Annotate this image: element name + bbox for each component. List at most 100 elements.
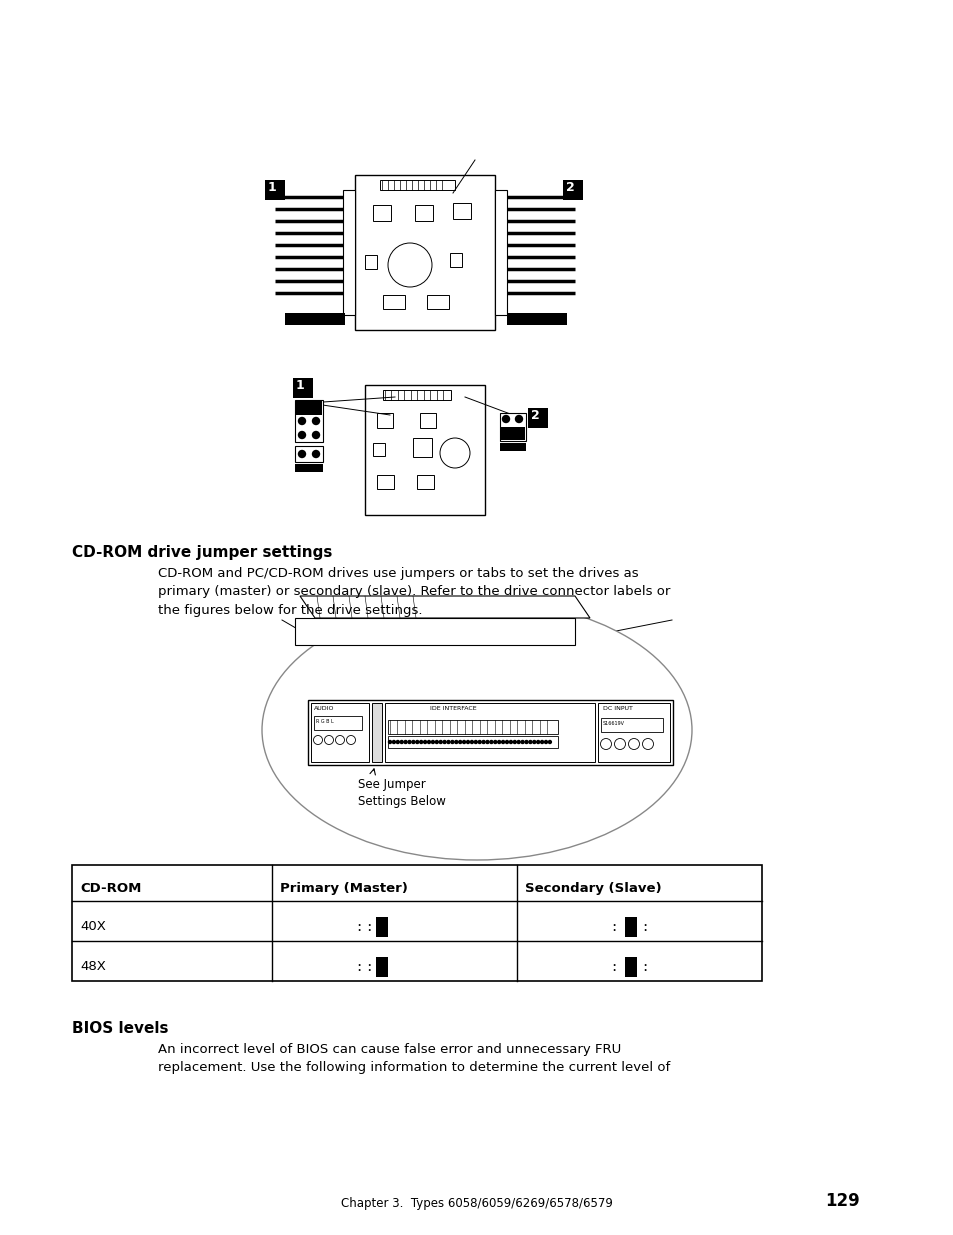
Bar [453, 203, 471, 219]
Bar [295, 401, 322, 415]
Bar [293, 378, 313, 398]
Circle shape [474, 741, 476, 743]
Circle shape [388, 243, 432, 287]
Bar [415, 205, 433, 221]
Bar [376, 918, 388, 937]
Circle shape [447, 741, 450, 743]
Circle shape [313, 404, 319, 410]
Circle shape [466, 741, 469, 743]
Circle shape [298, 451, 305, 457]
Circle shape [313, 431, 319, 438]
Circle shape [324, 736, 334, 745]
Bar [450, 253, 461, 267]
Bar [562, 180, 582, 200]
Bar [379, 180, 455, 190]
Bar [500, 427, 524, 440]
Text: S16619V: S16619V [602, 721, 624, 726]
Circle shape [392, 741, 395, 743]
Circle shape [298, 417, 305, 425]
Circle shape [490, 741, 493, 743]
Circle shape [335, 736, 344, 745]
Circle shape [513, 741, 516, 743]
Text: Secondary (Slave): Secondary (Slave) [524, 883, 661, 895]
Text: : :: : : [356, 960, 372, 974]
Bar [372, 703, 381, 762]
Text: CD-ROM: CD-ROM [80, 883, 141, 895]
Circle shape [599, 739, 611, 750]
Circle shape [423, 741, 426, 743]
Bar [625, 957, 637, 977]
Bar [598, 703, 669, 762]
Bar [499, 412, 525, 441]
Circle shape [641, 739, 653, 750]
Circle shape [485, 741, 489, 743]
Bar [376, 475, 394, 489]
Circle shape [520, 741, 523, 743]
Bar [311, 703, 369, 762]
Bar [413, 438, 432, 457]
Circle shape [416, 741, 418, 743]
Bar [416, 475, 434, 489]
Circle shape [517, 741, 519, 743]
Circle shape [628, 739, 639, 750]
Bar [265, 180, 285, 200]
Circle shape [395, 741, 399, 743]
Bar [427, 295, 449, 309]
Circle shape [314, 736, 322, 745]
Bar [382, 390, 451, 400]
Circle shape [431, 741, 434, 743]
Bar [527, 408, 547, 429]
Circle shape [408, 741, 411, 743]
Text: 48X: 48X [80, 961, 106, 973]
Bar [376, 412, 393, 429]
Circle shape [477, 741, 480, 743]
Bar [376, 957, 388, 977]
Bar [71, 864, 761, 981]
Bar [365, 385, 484, 515]
Text: :: : [642, 920, 647, 934]
Text: :: : [611, 920, 617, 934]
Circle shape [404, 741, 407, 743]
Text: An incorrect level of BIOS can cause false error and unnecessary FRU
replacement: An incorrect level of BIOS can cause fal… [158, 1044, 670, 1074]
Circle shape [419, 741, 422, 743]
Bar [495, 190, 506, 315]
Bar [506, 312, 566, 325]
Circle shape [451, 741, 454, 743]
Circle shape [481, 741, 484, 743]
Bar [385, 703, 595, 762]
Circle shape [497, 741, 500, 743]
Circle shape [509, 741, 512, 743]
Bar [373, 443, 385, 456]
Circle shape [388, 741, 391, 743]
Circle shape [438, 741, 442, 743]
Bar [355, 175, 495, 330]
Circle shape [537, 741, 539, 743]
Circle shape [399, 741, 403, 743]
Circle shape [502, 429, 509, 436]
Text: CD-ROM and PC/CD-ROM drives use jumpers or tabs to set the drives as
primary (ma: CD-ROM and PC/CD-ROM drives use jumpers … [158, 567, 670, 618]
Circle shape [528, 741, 532, 743]
Circle shape [462, 741, 465, 743]
Circle shape [412, 741, 415, 743]
Circle shape [427, 741, 430, 743]
Text: IDE INTERFACE: IDE INTERFACE [430, 706, 476, 711]
Text: 40X: 40X [80, 920, 106, 934]
Bar [294, 464, 323, 472]
Text: :: : [642, 960, 647, 974]
Circle shape [501, 741, 504, 743]
Bar [419, 412, 436, 429]
Bar [294, 446, 323, 462]
Circle shape [346, 736, 355, 745]
Circle shape [313, 417, 319, 425]
Circle shape [458, 741, 461, 743]
Circle shape [313, 451, 319, 457]
Ellipse shape [262, 600, 691, 860]
Text: R G B L: R G B L [315, 719, 334, 724]
Circle shape [494, 741, 497, 743]
Text: DC INPUT: DC INPUT [602, 706, 632, 711]
Bar [499, 443, 525, 451]
Circle shape [548, 741, 551, 743]
Text: 2: 2 [531, 409, 539, 422]
Circle shape [455, 741, 457, 743]
Bar [314, 716, 361, 730]
